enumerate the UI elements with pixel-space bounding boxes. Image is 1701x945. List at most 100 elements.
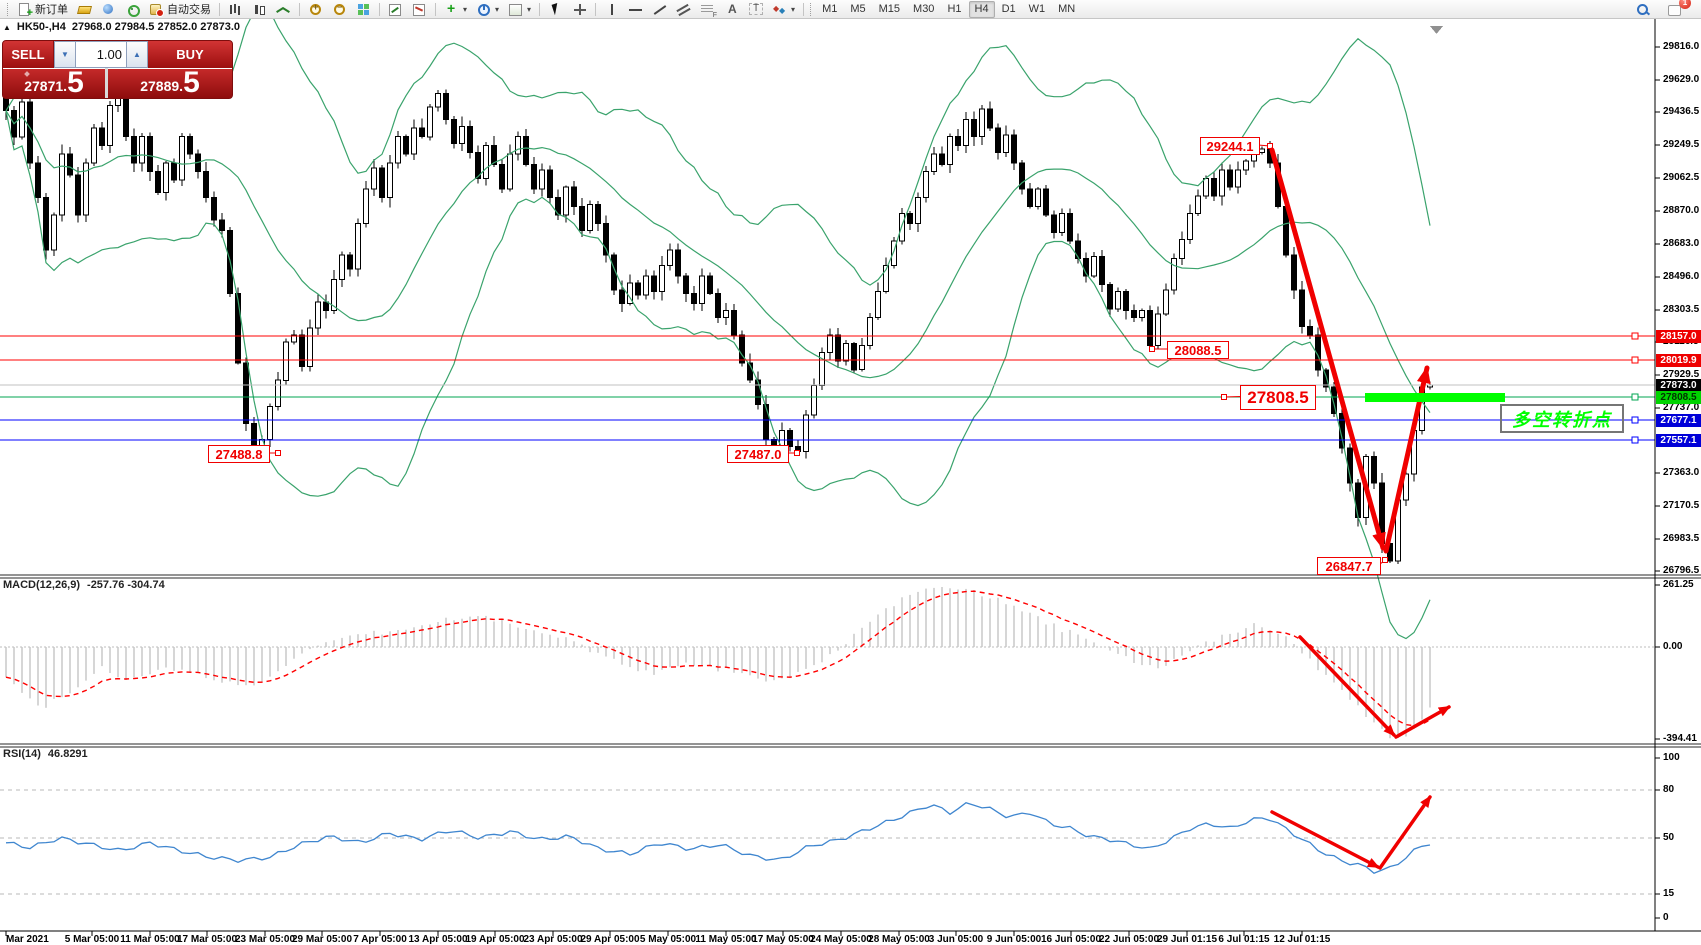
rsi-value: 46.8291 [47, 748, 88, 760]
price-annotation[interactable]: 28088.5 [1167, 341, 1229, 359]
main-toolbar: 新订单 自动交易 ▾ ▾ ▾ ▾ M1 M5 M15 M30 H1 H4 D1 W1 MN 1 [0, 0, 1701, 19]
chevron-down-icon: ▾ [463, 4, 468, 14]
collapse-icon[interactable]: ▲ [3, 22, 11, 32]
timeframe-m30[interactable]: M30 [913, 2, 935, 15]
equidistant-channel-icon [676, 3, 691, 16]
chart-canvas[interactable] [0, 19, 1701, 945]
favorites-button[interactable] [73, 0, 96, 18]
toolbar-items: 新订单 自动交易 ▾ ▾ ▾ ▾ [13, 0, 807, 19]
macd-indicator-label: MACD(12,26,9) -257.76 -304.74 [3, 579, 165, 591]
new-order-button[interactable]: 新订单 [13, 0, 72, 19]
text-label-button[interactable] [744, 0, 767, 18]
add-indicator-icon [444, 0, 459, 16]
text-label-icon [748, 2, 764, 16]
toolbar-right: 1 [1631, 0, 1697, 18]
zoom-out-icon [332, 2, 347, 16]
notifications-button[interactable]: 1 [1664, 0, 1691, 18]
candlestick-chart-button[interactable] [248, 0, 271, 18]
timeframe-m1[interactable]: M1 [822, 2, 838, 15]
buy-price[interactable]: 27889. 5 [108, 68, 232, 98]
zoom-in-button[interactable] [304, 0, 327, 18]
shapes-button[interactable]: ▾ [768, 0, 799, 18]
toolbar-separator [379, 2, 380, 16]
sell-button[interactable]: SELL [3, 41, 54, 68]
tile-windows-icon [356, 3, 371, 16]
price-annotation[interactable]: 27487.0 [727, 445, 789, 463]
auto-trading-button[interactable]: 自动交易 [145, 0, 215, 18]
templates-icon [508, 3, 523, 16]
price-annotation[interactable]: 27488.8 [208, 445, 270, 463]
price-annotation[interactable]: 27808.5 [1240, 385, 1316, 410]
text-button[interactable] [720, 0, 743, 18]
buy-button[interactable]: BUY [148, 41, 232, 68]
zoom-in-icon [308, 2, 323, 16]
timeframe-mn[interactable]: MN [1058, 2, 1076, 15]
chart-window: 28157.0 28019.9 27873.0 27808.5 27677.1 27557… [0, 19, 1701, 945]
favorites-icon [77, 3, 92, 16]
line-chart-icon [276, 3, 291, 16]
price-annotation[interactable]: 26847.7 [1317, 557, 1381, 575]
trendline-button[interactable] [648, 0, 671, 18]
tile-windows-button[interactable] [352, 0, 375, 18]
horizontal-line-icon [628, 3, 643, 16]
signals-icon [125, 3, 140, 17]
highlight-bar[interactable] [1365, 393, 1505, 402]
ohlc-readout: 27968.0 27984.5 27852.0 27873.0 [71, 21, 241, 33]
timeframe-w1[interactable]: W1 [1028, 2, 1046, 15]
indicators-window-button[interactable] [384, 0, 407, 18]
sell-price-dot: . [63, 78, 68, 94]
volume-up-button[interactable]: ▲ [126, 41, 148, 68]
equidistant-channel-button[interactable] [672, 0, 695, 18]
objects-list-icon [412, 3, 427, 16]
bar-chart-button[interactable] [224, 0, 247, 18]
rsi-name: RSI(14) [3, 748, 41, 760]
bollinger-middle [5, 110, 1431, 413]
search-button[interactable] [1631, 0, 1654, 18]
timeframe-m5[interactable]: M5 [850, 2, 866, 15]
macd-signal-line [5, 590, 1431, 727]
signals-button[interactable] [121, 0, 144, 18]
zoom-out-button[interactable] [328, 0, 351, 18]
annotation-connectors [268, 143, 1388, 566]
periods-icon [476, 3, 491, 16]
one-click-top-row: SELL ▼ ▲ BUY [3, 41, 232, 68]
add-indicator-button[interactable]: ▾ [440, 0, 471, 18]
market-watch-icon [101, 3, 116, 16]
macd-values: -257.76 -304.74 [87, 579, 165, 591]
toolbar-grip[interactable] [7, 2, 10, 16]
toolbar-separator [595, 2, 597, 16]
templates-button[interactable]: ▾ [504, 0, 535, 18]
timeframe-m15[interactable]: M15 [878, 2, 901, 15]
chevron-down-icon: ▾ [495, 4, 500, 14]
volume-down-button[interactable]: ▼ [54, 41, 76, 68]
volume-input[interactable] [76, 41, 126, 68]
horizontal-line-button[interactable] [624, 0, 647, 18]
timeframe-grip[interactable] [810, 2, 813, 16]
cursor-button[interactable] [544, 0, 567, 18]
price-annotation[interactable]: 29244.1 [1200, 137, 1260, 155]
periods-button[interactable]: ▾ [472, 0, 503, 18]
candlestick-chart-icon [252, 3, 267, 16]
timeframe-h4[interactable]: H4 [968, 0, 995, 18]
down-arrow-icon: ▼ [61, 50, 69, 59]
vertical-line-button[interactable] [600, 0, 623, 18]
auto-trading-icon [149, 3, 164, 17]
fibonacci-button[interactable] [696, 0, 719, 19]
toolbar-separator [539, 2, 541, 16]
fibonacci-icon [700, 3, 717, 19]
toolbar-separator [299, 2, 300, 16]
note-box[interactable]: 多空转折点 [1500, 404, 1624, 433]
new-order-label: 新订单 [35, 4, 68, 16]
market-watch-button[interactable] [97, 0, 120, 18]
text-icon [724, 2, 739, 16]
toolbar-separator [435, 2, 436, 16]
one-click-trading-panel: SELL ▼ ▲ BUY 27871.5 27889.5 [2, 40, 233, 99]
timeframe-h1[interactable]: H1 [947, 2, 962, 15]
timeframe-d1[interactable]: D1 [1001, 2, 1016, 15]
line-chart-button[interactable] [272, 0, 295, 18]
crosshair-button[interactable] [568, 0, 591, 18]
objects-list-button[interactable] [408, 0, 431, 18]
sell-price-dec: 5 [67, 66, 84, 99]
sell-price[interactable]: 27871. 5 [3, 68, 105, 98]
chevron-down-icon: ▾ [527, 4, 532, 14]
